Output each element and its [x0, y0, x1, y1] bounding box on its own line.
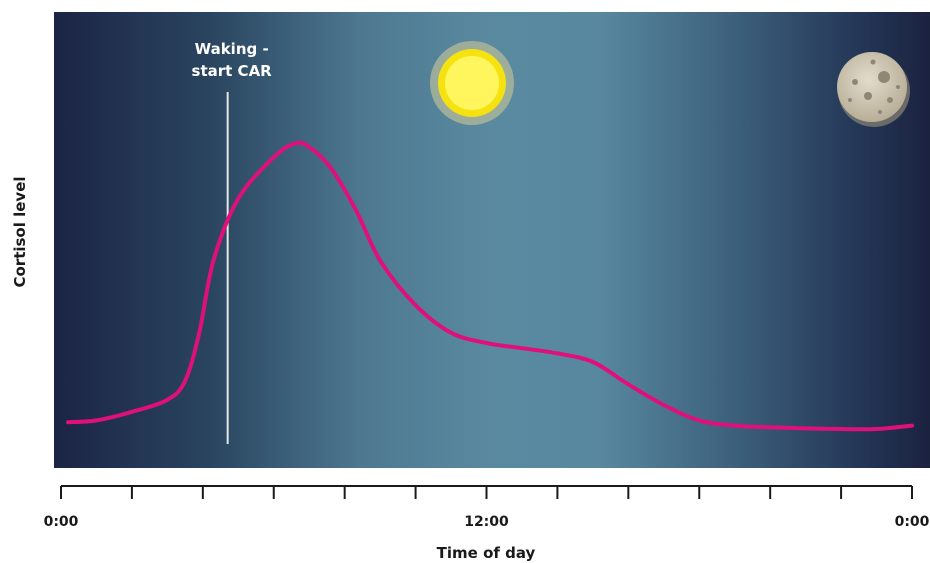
sun-icon — [430, 41, 514, 125]
y-axis-title: Cortisol level — [11, 176, 29, 287]
x-tick-label: 12:00 — [464, 514, 509, 530]
x-tick-label: 0:00 — [895, 514, 930, 530]
waking-annotation-line-2: start CAR — [192, 62, 273, 80]
x-tick-label: 0:00 — [44, 514, 79, 530]
waking-annotation-line-1: Waking - — [195, 40, 269, 58]
cortisol-curve — [66, 140, 914, 432]
x-axis-tick-labels: 0:00 12:00 0:00 — [44, 514, 930, 530]
x-axis-ticks — [60, 486, 913, 499]
moon-icon — [837, 52, 910, 127]
x-axis-title: Time of day — [437, 544, 536, 562]
